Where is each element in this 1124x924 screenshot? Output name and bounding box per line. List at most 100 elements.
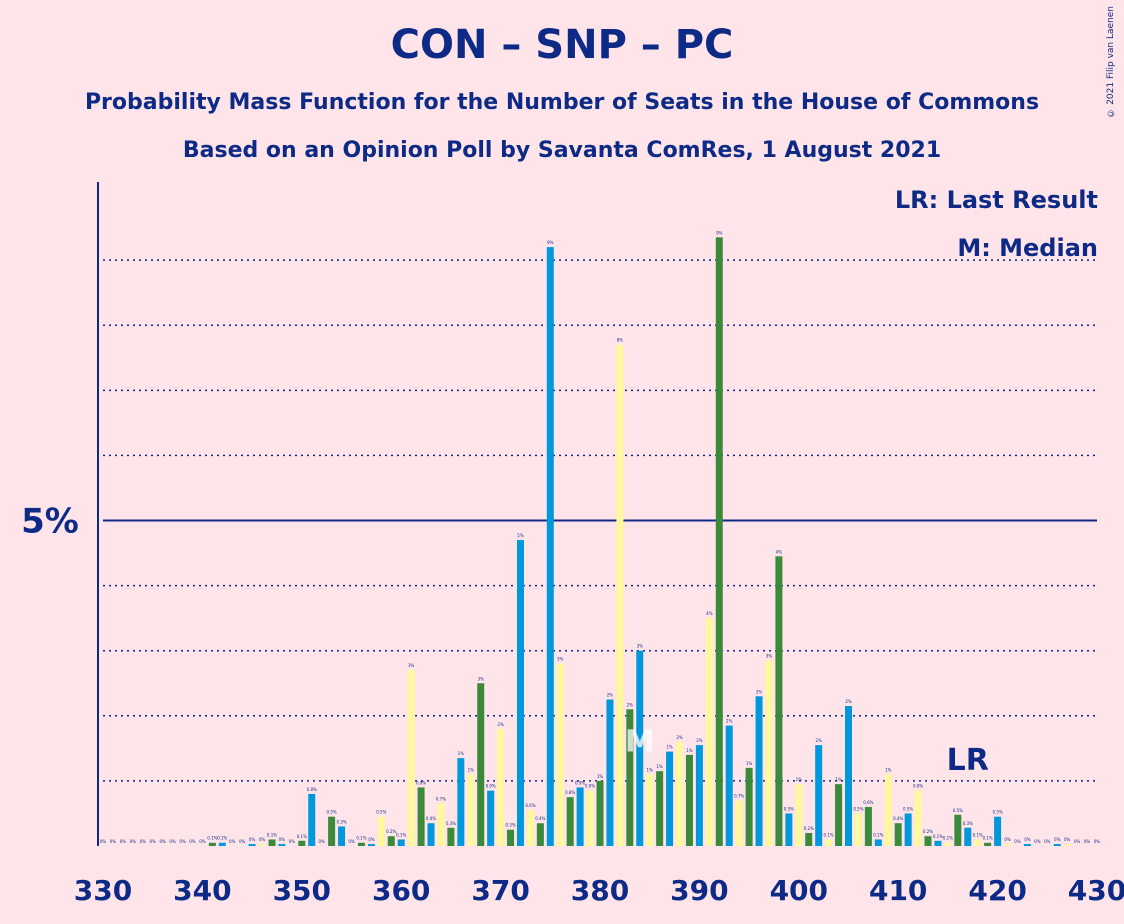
bar-label: 8% [617, 338, 624, 343]
bar-label: 0.1% [933, 834, 943, 839]
bar [934, 840, 942, 846]
bar-label: 0.1% [943, 836, 953, 841]
bar [695, 745, 703, 846]
bar-label: 1% [666, 745, 673, 750]
bar-label: 3% [408, 663, 415, 668]
bar [785, 813, 793, 846]
bar [914, 790, 922, 846]
bar-label: 0.1% [873, 832, 883, 837]
bar-label: 3% [637, 644, 644, 649]
bar-label: 0% [1064, 837, 1071, 842]
bar [536, 823, 544, 846]
bar [1023, 844, 1031, 846]
bar [258, 844, 266, 846]
bar [835, 784, 843, 846]
bar [338, 826, 346, 846]
bar-label: 0.6% [863, 800, 873, 805]
bar-label: 0% [1034, 839, 1041, 844]
bar-label: 4% [776, 549, 783, 554]
bar [497, 728, 505, 846]
bar [735, 800, 743, 846]
bar [467, 774, 475, 846]
bar [516, 540, 524, 846]
bar-label: 0.1% [297, 834, 307, 839]
bar-label: 0% [279, 837, 286, 842]
bar [685, 754, 693, 846]
bar-label: 0.7% [734, 793, 744, 798]
bar-label: 2% [816, 738, 823, 743]
bar [507, 829, 515, 846]
bar-label: 2% [497, 722, 504, 727]
bar [586, 790, 594, 846]
bar [328, 816, 336, 846]
bar-label: 0.3% [336, 819, 346, 824]
bar [556, 663, 564, 846]
bar [994, 816, 1002, 846]
x-tick-label: 350 [273, 874, 331, 907]
chart-source: Based on an Opinion Poll by Savanta ComR… [182, 138, 942, 163]
bar [964, 827, 972, 846]
bar-label: 0% [249, 837, 256, 842]
bar-label: 0.4% [893, 816, 903, 821]
bar [208, 842, 216, 846]
bar [646, 774, 654, 846]
bar-label: 0% [229, 839, 236, 844]
bar [487, 790, 495, 846]
bar [765, 660, 773, 846]
bar [805, 832, 813, 846]
bar [775, 556, 783, 846]
bar [904, 813, 912, 846]
bar-label: 3% [557, 657, 564, 662]
bar-label: 0.2% [804, 826, 814, 831]
bar [1053, 844, 1061, 846]
bar [268, 839, 276, 846]
bar-label: 3% [766, 653, 773, 658]
bar-label: 0.5% [327, 810, 337, 815]
bar [755, 696, 763, 846]
bar [795, 784, 803, 846]
bar [845, 706, 852, 846]
bar-label: 0.6% [525, 803, 535, 808]
x-tick-label: 370 [471, 874, 529, 907]
bar-label: 4% [706, 611, 713, 616]
bar-label: 0.1% [356, 836, 366, 841]
bar-label: 0.5% [903, 806, 913, 811]
bar [248, 844, 256, 846]
bar [636, 650, 644, 846]
bar [884, 774, 892, 846]
bar-label: 0.2% [923, 829, 933, 834]
bar-label: 0% [259, 837, 266, 842]
bar-label: 1% [686, 748, 693, 753]
x-tick-label: 430 [1068, 874, 1124, 907]
bar [954, 814, 962, 846]
last-result-marker: LR [947, 743, 989, 778]
x-tick-label: 420 [968, 874, 1026, 907]
bar-label: 0.9% [913, 784, 923, 789]
bar-label: 0.3% [963, 821, 973, 826]
x-tick-label: 340 [173, 874, 231, 907]
bar-label: 0.5% [993, 810, 1003, 815]
bar-label: 1% [656, 764, 663, 769]
legend-median: M: Median [957, 234, 1098, 262]
bar-label: 2% [756, 689, 763, 694]
bar-label: 0% [319, 839, 326, 844]
bar-label: 0% [348, 839, 355, 844]
bar-label: 0.5% [853, 806, 863, 811]
bar-label: 0% [100, 839, 107, 844]
bar-label: 0.1% [824, 832, 834, 837]
bar-label: 0.3% [505, 823, 515, 828]
bar-label: 0% [239, 839, 246, 844]
bar-label: 0% [169, 839, 176, 844]
bar [526, 810, 534, 846]
bar [437, 803, 445, 846]
bar-label: 0.1% [973, 832, 983, 837]
bar [447, 827, 455, 846]
bar [894, 823, 902, 846]
bar [397, 839, 405, 846]
bar-label: 0.8% [565, 790, 575, 795]
x-tick-label: 410 [869, 874, 927, 907]
bar-label: 0% [1084, 839, 1091, 844]
bar [616, 344, 624, 846]
bar-label: 0.9% [585, 784, 595, 789]
bar [298, 840, 306, 846]
